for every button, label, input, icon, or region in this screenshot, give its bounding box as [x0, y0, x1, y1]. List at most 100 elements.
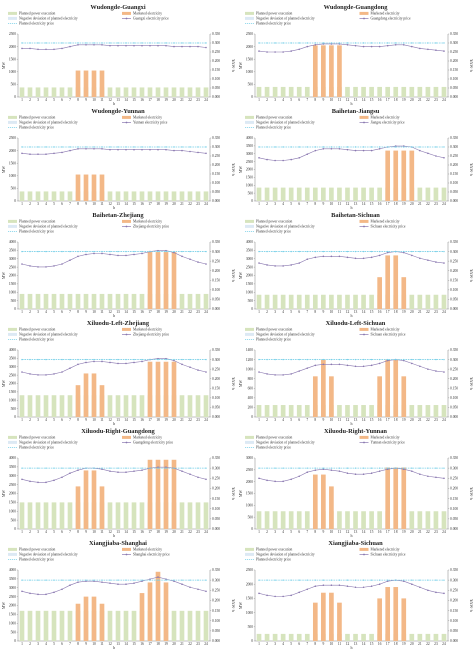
point-regional-price — [133, 361, 135, 364]
x-tick-label: 17 — [386, 202, 390, 206]
bar-planned-power — [417, 294, 423, 309]
bar-planned-power — [337, 294, 342, 309]
point-planned-price — [141, 579, 143, 581]
y-tick-label: 4000 — [9, 348, 16, 352]
point-planned-price — [435, 358, 437, 361]
legend-marketed-swatch — [122, 115, 131, 119]
point-regional-price — [61, 263, 63, 265]
point-planned-price — [125, 250, 127, 253]
x-tick-label: 23 — [196, 530, 200, 534]
bar-planned-power — [67, 395, 73, 417]
bar-planned-power — [131, 610, 137, 641]
point-planned-price — [435, 146, 437, 148]
bar-planned-power — [377, 187, 382, 201]
bar-planned-power — [345, 633, 350, 641]
bar-planned-power — [131, 293, 137, 309]
point-regional-price — [266, 264, 268, 266]
point-regional-price — [443, 371, 445, 373]
point-planned-price — [61, 358, 63, 361]
point-regional-price — [85, 148, 87, 150]
bar-planned-power — [361, 511, 366, 529]
point-planned-price — [330, 467, 333, 469]
point-regional-price — [411, 362, 413, 365]
point-regional-price — [362, 473, 365, 476]
bar-planned-power — [433, 511, 439, 529]
point-planned-price — [298, 42, 300, 44]
y-tick-label: 1500 — [246, 597, 253, 601]
chart-xiluodu-right-guangdong: Xiluodu-Right-Guangdong Planned power exe… — [0, 426, 236, 538]
bar-marketed — [83, 174, 89, 201]
point-regional-price — [189, 258, 191, 261]
point-regional-price — [37, 48, 39, 51]
x-tick-label: 17 — [386, 98, 390, 102]
point-regional-price — [282, 265, 284, 267]
y2-tick-label: 0.250 — [450, 367, 458, 371]
x-tick-label: 10 — [330, 418, 334, 422]
point-regional-price — [378, 583, 381, 585]
x-tick-label: 1 — [258, 98, 260, 102]
legend-negative-deviation-swatch — [8, 332, 17, 336]
bar-planned-power — [35, 395, 41, 417]
bar-marketed — [155, 459, 161, 529]
point-planned-price — [370, 146, 373, 148]
x-tick-label: 12 — [108, 310, 112, 314]
x-tick-label: 7 — [306, 418, 308, 422]
x-tick-label: 11 — [100, 642, 104, 646]
y-tick-label: 4000 — [246, 240, 253, 244]
bar-planned-power — [179, 395, 185, 417]
x-tick-label: 4 — [282, 418, 284, 422]
bar-planned-power — [272, 86, 278, 97]
bar-marketed — [139, 593, 145, 641]
point-regional-price — [362, 365, 365, 368]
y-tick-label: 1000 — [246, 70, 253, 74]
bar-planned-power — [280, 405, 286, 417]
point-regional-price — [117, 148, 119, 151]
bar-planned-power — [203, 191, 209, 201]
y2-tick-label: 0.150 — [450, 278, 458, 282]
x-tick-label: 12 — [108, 530, 112, 534]
point-planned-price — [306, 358, 308, 361]
x-tick-label: 11 — [338, 418, 342, 422]
point-planned-price — [346, 250, 349, 253]
x-tick-label: 24 — [442, 98, 446, 102]
point-regional-price — [419, 473, 421, 476]
bar-planned-power — [409, 294, 415, 309]
x-tick-label: 10 — [92, 642, 96, 646]
x-tick-label: 20 — [410, 530, 414, 534]
y-tick-label: 2000 — [246, 480, 253, 484]
x-tick-label: 5 — [290, 642, 292, 646]
point-planned-price — [419, 467, 421, 469]
x-tick-label: 12 — [346, 642, 350, 646]
x-tick-label: 12 — [108, 642, 112, 646]
x-tick-label: 22 — [426, 642, 430, 646]
x-tick-label: 24 — [442, 202, 446, 206]
x-tick-label: 12 — [346, 530, 350, 534]
x-tick-label: 24 — [442, 530, 446, 534]
x-tick-label: 16 — [378, 418, 382, 422]
point-regional-price — [85, 580, 87, 582]
legend-negative-deviation-swatch — [245, 120, 254, 124]
x-tick-label: 4 — [282, 310, 284, 314]
legend-planned-power-label: Planned power execution — [256, 436, 293, 440]
y2-tick-label: 0.100 — [450, 396, 458, 400]
x-tick-label: 1 — [21, 642, 23, 646]
point-regional-price — [69, 259, 71, 261]
point-regional-price — [378, 45, 381, 48]
point-planned-price — [370, 42, 373, 44]
point-planned-price — [403, 42, 405, 44]
y-tick-label: 2000 — [246, 168, 253, 172]
x-tick-label: 3 — [274, 642, 276, 646]
y2-tick-label: 0.200 — [450, 163, 458, 167]
point-planned-price — [125, 358, 127, 361]
point-regional-price — [85, 44, 87, 46]
y-tick-label: 0 — [14, 199, 16, 203]
point-regional-price — [29, 592, 31, 595]
point-planned-price — [386, 42, 389, 44]
point-regional-price — [290, 594, 292, 597]
x-axis-label: h — [351, 101, 353, 106]
point-planned-price — [69, 579, 71, 581]
bar-planned-power — [107, 502, 113, 529]
point-regional-price — [69, 472, 71, 475]
y2-tick-label: 0.150 — [450, 497, 458, 501]
point-regional-price — [205, 46, 207, 49]
